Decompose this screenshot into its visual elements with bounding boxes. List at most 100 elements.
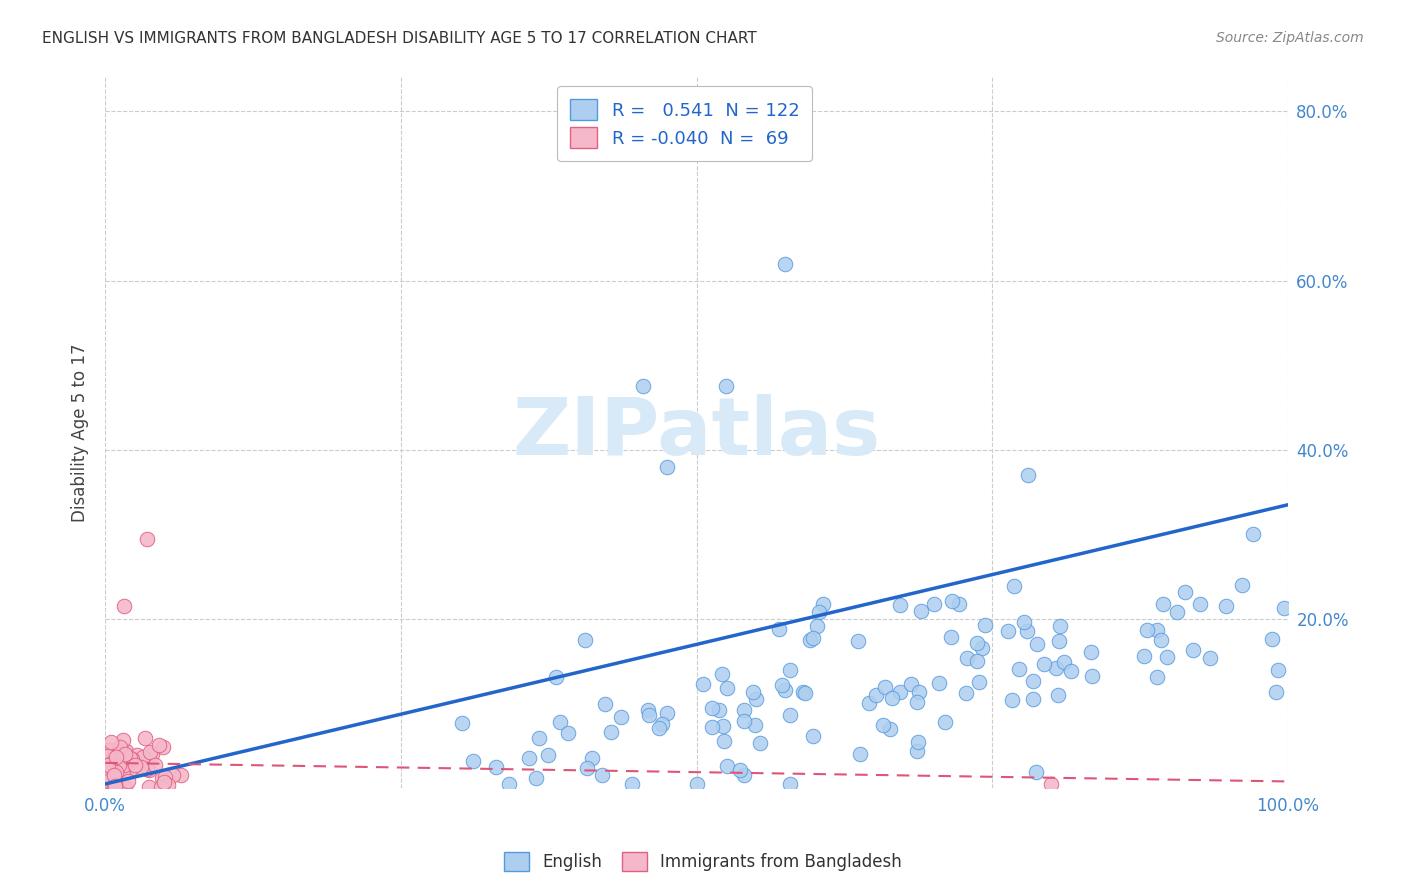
Point — [1047, 688, 1070, 702]
Point — [779, 777, 801, 791]
Point — [974, 618, 997, 632]
Point — [905, 695, 928, 709]
Point — [97, 763, 120, 777]
Point — [811, 597, 834, 611]
Point — [1230, 578, 1253, 592]
Text: Source: ZipAtlas.com: Source: ZipAtlas.com — [1216, 31, 1364, 45]
Point — [1150, 633, 1173, 648]
Point — [105, 750, 128, 764]
Point — [969, 675, 991, 690]
Point — [524, 771, 547, 785]
Point — [463, 754, 485, 768]
Point — [1032, 657, 1054, 671]
Point — [121, 753, 143, 767]
Point — [610, 710, 633, 724]
Point — [716, 758, 738, 772]
Point — [744, 718, 766, 732]
Point — [745, 692, 768, 706]
Point — [638, 708, 661, 723]
Point — [730, 763, 752, 777]
Point — [905, 744, 928, 758]
Point — [112, 767, 135, 781]
Point — [948, 597, 970, 611]
Point — [138, 763, 160, 777]
Point — [707, 703, 730, 717]
Point — [595, 697, 617, 711]
Point — [686, 777, 709, 791]
Point — [1008, 662, 1031, 676]
Point — [806, 619, 828, 633]
Point — [112, 733, 135, 747]
Point — [138, 745, 160, 759]
Point — [1022, 673, 1045, 688]
Point — [1015, 624, 1038, 638]
Point — [880, 691, 903, 706]
Point — [768, 622, 790, 636]
Point — [1241, 527, 1264, 541]
Point — [1135, 624, 1157, 638]
Point — [1188, 597, 1211, 611]
Point — [485, 759, 508, 773]
Point — [100, 758, 122, 772]
Point — [792, 685, 814, 699]
Point — [1001, 693, 1024, 707]
Point — [873, 680, 896, 694]
Point — [1025, 764, 1047, 779]
Point — [101, 754, 124, 768]
Point — [799, 632, 821, 647]
Point — [117, 773, 139, 788]
Point — [134, 731, 156, 746]
Point — [1081, 669, 1104, 683]
Point — [108, 758, 131, 772]
Point — [794, 685, 817, 699]
Point — [1133, 648, 1156, 663]
Point — [966, 636, 988, 650]
Point — [748, 736, 770, 750]
Point — [858, 696, 880, 710]
Point — [770, 678, 793, 692]
Point — [997, 624, 1019, 639]
Point — [733, 768, 755, 782]
Point — [1272, 601, 1295, 615]
Point — [104, 779, 127, 793]
Point — [651, 717, 673, 731]
Point — [1152, 597, 1174, 611]
Point — [1022, 691, 1045, 706]
Point — [110, 777, 132, 791]
Point — [143, 758, 166, 772]
Point — [956, 651, 979, 665]
Point — [101, 772, 124, 787]
Point — [103, 747, 125, 761]
Point — [115, 744, 138, 758]
Point — [779, 707, 801, 722]
Point — [1012, 615, 1035, 629]
Point — [1025, 637, 1047, 651]
Point — [529, 731, 551, 745]
Point — [1047, 634, 1070, 648]
Point — [801, 729, 824, 743]
Point — [153, 770, 176, 784]
Point — [657, 706, 679, 721]
Point — [114, 780, 136, 794]
Point — [900, 677, 922, 691]
Point — [889, 598, 911, 612]
Point — [1146, 623, 1168, 637]
Point — [849, 747, 872, 761]
Point — [713, 733, 735, 747]
Point — [910, 604, 932, 618]
Point — [655, 459, 678, 474]
Point — [107, 745, 129, 759]
Point — [141, 747, 163, 762]
Point — [114, 747, 136, 761]
Point — [451, 715, 474, 730]
Point — [1053, 656, 1076, 670]
Point — [97, 749, 120, 764]
Point — [702, 701, 724, 715]
Point — [620, 777, 643, 791]
Point — [121, 752, 143, 766]
Point — [118, 751, 141, 765]
Point — [733, 703, 755, 717]
Point — [714, 379, 737, 393]
Point — [1156, 650, 1178, 665]
Point — [1060, 664, 1083, 678]
